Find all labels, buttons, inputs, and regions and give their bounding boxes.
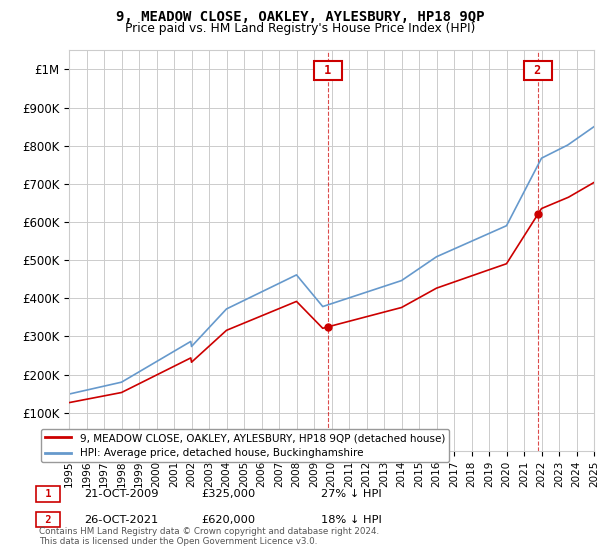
Text: 27% ↓ HPI: 27% ↓ HPI <box>321 489 382 499</box>
Text: 9, MEADOW CLOSE, OAKLEY, AYLESBURY, HP18 9QP: 9, MEADOW CLOSE, OAKLEY, AYLESBURY, HP18… <box>116 10 484 24</box>
Text: Contains HM Land Registry data © Crown copyright and database right 2024.
This d: Contains HM Land Registry data © Crown c… <box>39 526 379 546</box>
Text: 1: 1 <box>39 489 58 499</box>
Legend: 9, MEADOW CLOSE, OAKLEY, AYLESBURY, HP18 9QP (detached house), HPI: Average pric: 9, MEADOW CLOSE, OAKLEY, AYLESBURY, HP18… <box>41 429 449 463</box>
Text: Price paid vs. HM Land Registry's House Price Index (HPI): Price paid vs. HM Land Registry's House … <box>125 22 475 35</box>
Text: 2: 2 <box>39 515 58 525</box>
Text: £325,000: £325,000 <box>201 489 255 499</box>
Text: 1: 1 <box>317 64 338 77</box>
Text: 26-OCT-2021: 26-OCT-2021 <box>84 515 158 525</box>
Text: 18% ↓ HPI: 18% ↓ HPI <box>321 515 382 525</box>
Text: 21-OCT-2009: 21-OCT-2009 <box>84 489 158 499</box>
Text: £620,000: £620,000 <box>201 515 255 525</box>
Text: 2: 2 <box>527 64 548 77</box>
